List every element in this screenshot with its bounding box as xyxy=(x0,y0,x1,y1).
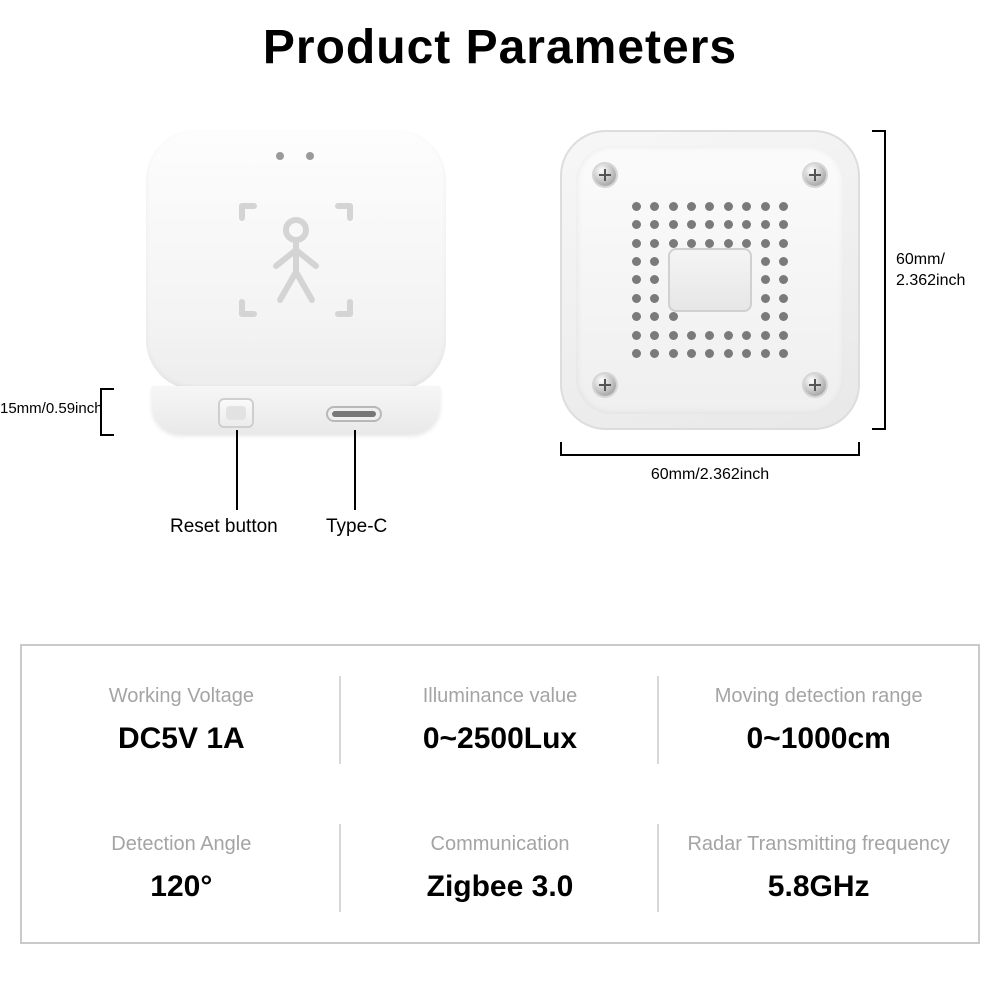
page-title: Product Parameters xyxy=(0,20,1000,75)
back-width-dimension-label: 60mm/2.362inch xyxy=(560,466,860,484)
spec-key: Communication xyxy=(431,833,570,856)
spec-value: 0~1000cm xyxy=(747,722,891,756)
device-front-illustration xyxy=(146,130,446,430)
screw-icon xyxy=(594,164,616,186)
screw-icon xyxy=(804,374,826,396)
spec-value: 0~2500Lux xyxy=(423,722,577,756)
spec-value: 120° xyxy=(150,870,212,904)
back-width-dimension-line xyxy=(560,454,860,456)
spec-table: Working Voltage DC5V 1A Illuminance valu… xyxy=(20,644,980,944)
height-dimension-label: 15mm/0.59inch xyxy=(0,400,100,417)
spec-key: Illuminance value xyxy=(423,685,578,708)
spec-cell: Moving detection range 0~1000cm xyxy=(659,646,978,794)
device-front-side xyxy=(152,386,440,434)
spec-value: 5.8GHz xyxy=(768,870,870,904)
led-indicator-icon xyxy=(306,152,314,160)
spec-key: Working Voltage xyxy=(109,685,254,708)
device-back-illustration xyxy=(560,130,860,430)
dim-text: 60mm/ xyxy=(896,251,945,268)
presence-person-icon xyxy=(236,200,356,320)
spec-key: Detection Angle xyxy=(111,833,251,856)
dim-text: 2.362inch xyxy=(896,272,965,289)
spec-key: Moving detection range xyxy=(715,685,923,708)
spec-cell: Communication Zigbee 3.0 xyxy=(341,794,660,942)
spec-cell: Detection Angle 120° xyxy=(22,794,341,942)
spec-value: Zigbee 3.0 xyxy=(427,870,574,904)
spec-value: DC5V 1A xyxy=(118,722,245,756)
back-height-dimension-line xyxy=(884,130,886,430)
spec-cell: Illuminance value 0~2500Lux xyxy=(341,646,660,794)
callout-line-reset xyxy=(236,430,238,510)
callout-label-reset: Reset button xyxy=(170,516,278,538)
spec-cell: Working Voltage DC5V 1A xyxy=(22,646,341,794)
spec-cell: Radar Transmitting frequency 5.8GHz xyxy=(659,794,978,942)
led-indicator-icon xyxy=(276,152,284,160)
screw-icon xyxy=(594,374,616,396)
screw-icon xyxy=(804,164,826,186)
type-c-port-illustration xyxy=(326,406,382,422)
callout-line-typec xyxy=(354,430,356,510)
sensor-window xyxy=(668,248,752,312)
back-height-dimension-label: 60mm/ 2.362inch xyxy=(896,250,996,292)
callout-label-typec: Type-C xyxy=(326,516,387,538)
spec-key: Radar Transmitting frequency xyxy=(687,833,949,856)
reset-button-illustration xyxy=(218,398,254,428)
